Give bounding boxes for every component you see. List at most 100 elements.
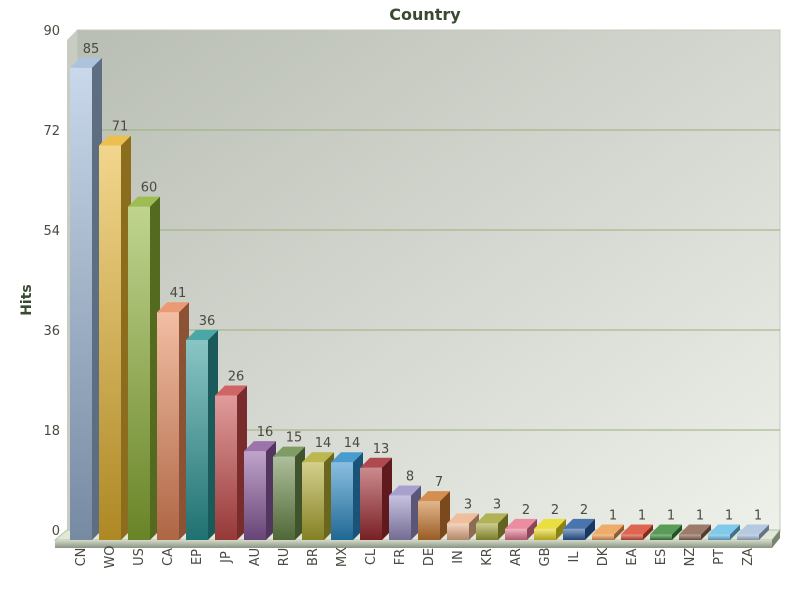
value-label: 7 xyxy=(435,475,443,490)
value-label: 71 xyxy=(112,120,129,135)
bar-dk xyxy=(592,524,624,540)
bar-top xyxy=(273,446,305,457)
bar-front xyxy=(534,528,556,540)
bar-top xyxy=(215,385,247,396)
value-label: 26 xyxy=(228,370,245,385)
bar-top xyxy=(360,457,392,468)
bar-side xyxy=(672,524,682,540)
x-tick-label: IN xyxy=(451,550,466,564)
x-tick-label: NZ xyxy=(683,548,698,567)
bar-side xyxy=(643,524,653,540)
bar-ea xyxy=(621,524,653,540)
bar-top xyxy=(389,485,421,496)
bar-front xyxy=(331,462,353,540)
bar-front xyxy=(128,206,150,540)
value-label: 15 xyxy=(286,431,303,446)
bar-side xyxy=(730,524,740,540)
x-tick-label: FR xyxy=(393,549,408,566)
bar-front xyxy=(708,534,730,540)
x-tick-label: BR xyxy=(306,548,321,566)
value-label: 2 xyxy=(522,503,530,518)
bar-il xyxy=(563,518,595,540)
x-tick-label: MX xyxy=(335,547,350,567)
bar-front xyxy=(592,534,614,540)
bar-top xyxy=(302,452,334,463)
bar-front xyxy=(186,340,208,540)
bar-ca xyxy=(157,302,189,540)
value-label: 41 xyxy=(170,286,187,301)
bar-front xyxy=(418,501,440,540)
x-tick-label: GB xyxy=(538,548,553,567)
bar-top xyxy=(621,524,653,535)
value-label: 1 xyxy=(725,508,733,523)
y-tick-label: 0 xyxy=(52,524,60,539)
floor-front xyxy=(55,540,772,548)
bar-top xyxy=(592,524,624,535)
x-tick-label: PT xyxy=(712,549,727,565)
bar-side xyxy=(585,518,595,540)
bar-ru xyxy=(273,446,305,540)
x-tick-label: ES xyxy=(654,549,669,565)
x-tick-label: EP xyxy=(190,549,205,565)
bar-top xyxy=(563,518,595,529)
y-tick-label: 54 xyxy=(43,224,60,239)
bar-side xyxy=(527,518,537,540)
bar-de xyxy=(418,491,450,540)
bar-top xyxy=(99,135,131,146)
bar-top xyxy=(650,524,682,535)
bar-side xyxy=(556,518,566,540)
bar-cl xyxy=(360,457,392,540)
bar-front xyxy=(244,451,266,540)
x-tick-label: DE xyxy=(422,548,437,566)
x-tick-label: RU xyxy=(277,548,292,567)
y-tick-label: 72 xyxy=(43,124,60,139)
x-tick-label: EA xyxy=(625,548,640,565)
y-tick-label: 90 xyxy=(43,24,60,39)
bar-es xyxy=(650,524,682,540)
bar-top xyxy=(244,441,276,452)
bar-front xyxy=(505,528,527,540)
bar-side xyxy=(614,524,624,540)
bar-front xyxy=(157,312,179,540)
value-label: 16 xyxy=(257,425,274,440)
bar-top xyxy=(737,524,769,535)
value-label: 1 xyxy=(638,508,646,523)
bar-fr xyxy=(389,485,421,540)
y-axis-label: Hits xyxy=(19,284,35,316)
x-tick-label: KR xyxy=(480,548,495,566)
value-label: 2 xyxy=(580,503,588,518)
x-tick-label: AU xyxy=(248,548,263,566)
x-tick-label: JP xyxy=(219,551,234,564)
value-label: 13 xyxy=(373,442,390,457)
value-label: 1 xyxy=(667,508,675,523)
value-label: 3 xyxy=(493,497,501,512)
bar-in xyxy=(447,513,479,540)
bar-front xyxy=(99,145,121,541)
bar-wo xyxy=(99,135,131,541)
bar-top xyxy=(534,518,566,529)
bar-side xyxy=(701,524,711,540)
bar-top xyxy=(708,524,740,535)
bar-front xyxy=(679,534,701,540)
value-label: 1 xyxy=(609,508,617,523)
x-tick-label: CL xyxy=(364,548,379,565)
bar-front xyxy=(476,523,498,540)
bar-top xyxy=(505,518,537,529)
x-tick-label: ZA xyxy=(741,548,756,566)
bar-top xyxy=(186,330,218,340)
value-label: 14 xyxy=(315,436,332,451)
value-label: 2 xyxy=(551,503,559,518)
bar-br xyxy=(302,452,334,540)
bar-front xyxy=(737,534,759,540)
bar-top xyxy=(679,524,711,535)
bar-top xyxy=(418,491,450,502)
bar-nz xyxy=(679,524,711,540)
bar-pt xyxy=(708,524,740,540)
x-tick-label: WO xyxy=(103,545,118,568)
bar-side xyxy=(469,513,479,540)
bar-ar xyxy=(505,518,537,540)
value-label: 14 xyxy=(344,436,361,451)
value-label: 8 xyxy=(406,470,414,485)
